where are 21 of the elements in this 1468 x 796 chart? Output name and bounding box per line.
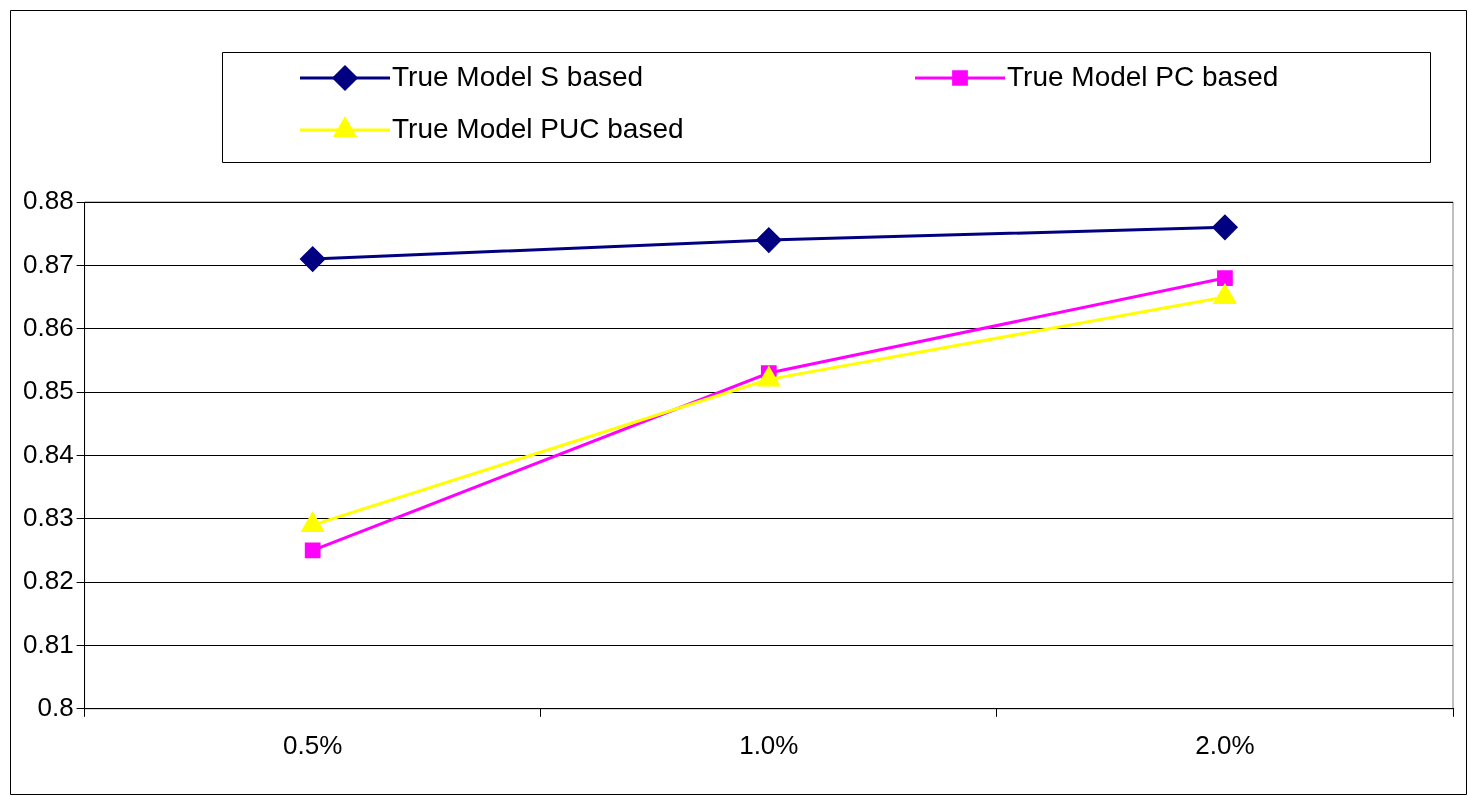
y-tick-label: 0.84 (22, 438, 74, 469)
x-tick-label: 2.0% (1195, 729, 1255, 760)
point (301, 512, 324, 533)
y-tick-label: 0.88 (22, 185, 74, 216)
legend-label: True Model PC based (1007, 60, 1279, 92)
point (1212, 214, 1238, 240)
y-tick-label: 0.83 (22, 501, 74, 532)
y-tick-label: 0.85 (22, 375, 74, 406)
x-tick-label: 0.5% (283, 729, 343, 760)
x-tick-label: 1.0% (739, 729, 799, 760)
point (756, 227, 782, 253)
point (304, 542, 321, 559)
legend-label: True Model S based (392, 60, 644, 92)
y-tick-label: 0.81 (22, 628, 74, 659)
y-tick-label: 0.87 (22, 248, 74, 279)
point (300, 246, 326, 272)
y-tick-label: 0.82 (22, 565, 74, 596)
y-tick-label: 0.8 (37, 691, 74, 722)
legend-label: True Model PUC based (392, 112, 684, 144)
y-tick-label: 0.86 (22, 311, 74, 342)
point (1217, 270, 1233, 286)
